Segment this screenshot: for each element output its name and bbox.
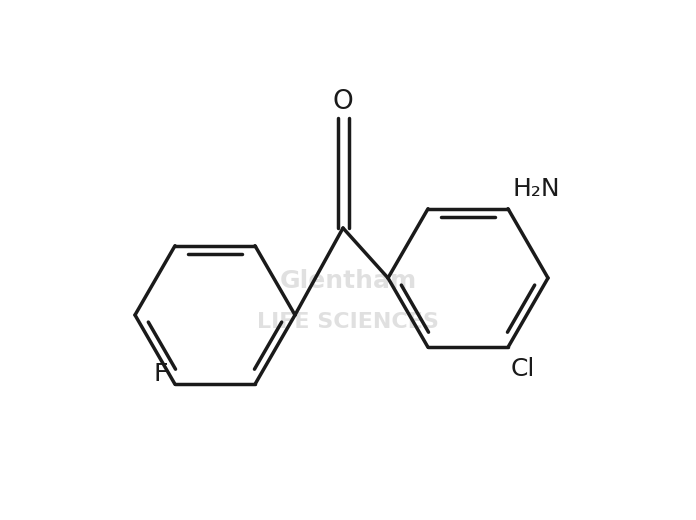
Text: Cl: Cl [511,357,535,381]
Text: F: F [154,362,168,386]
Text: O: O [333,89,354,115]
Text: H₂N: H₂N [512,177,560,201]
Text: LIFE SCIENCES: LIFE SCIENCES [257,313,439,332]
Text: Glentham: Glentham [279,269,417,293]
